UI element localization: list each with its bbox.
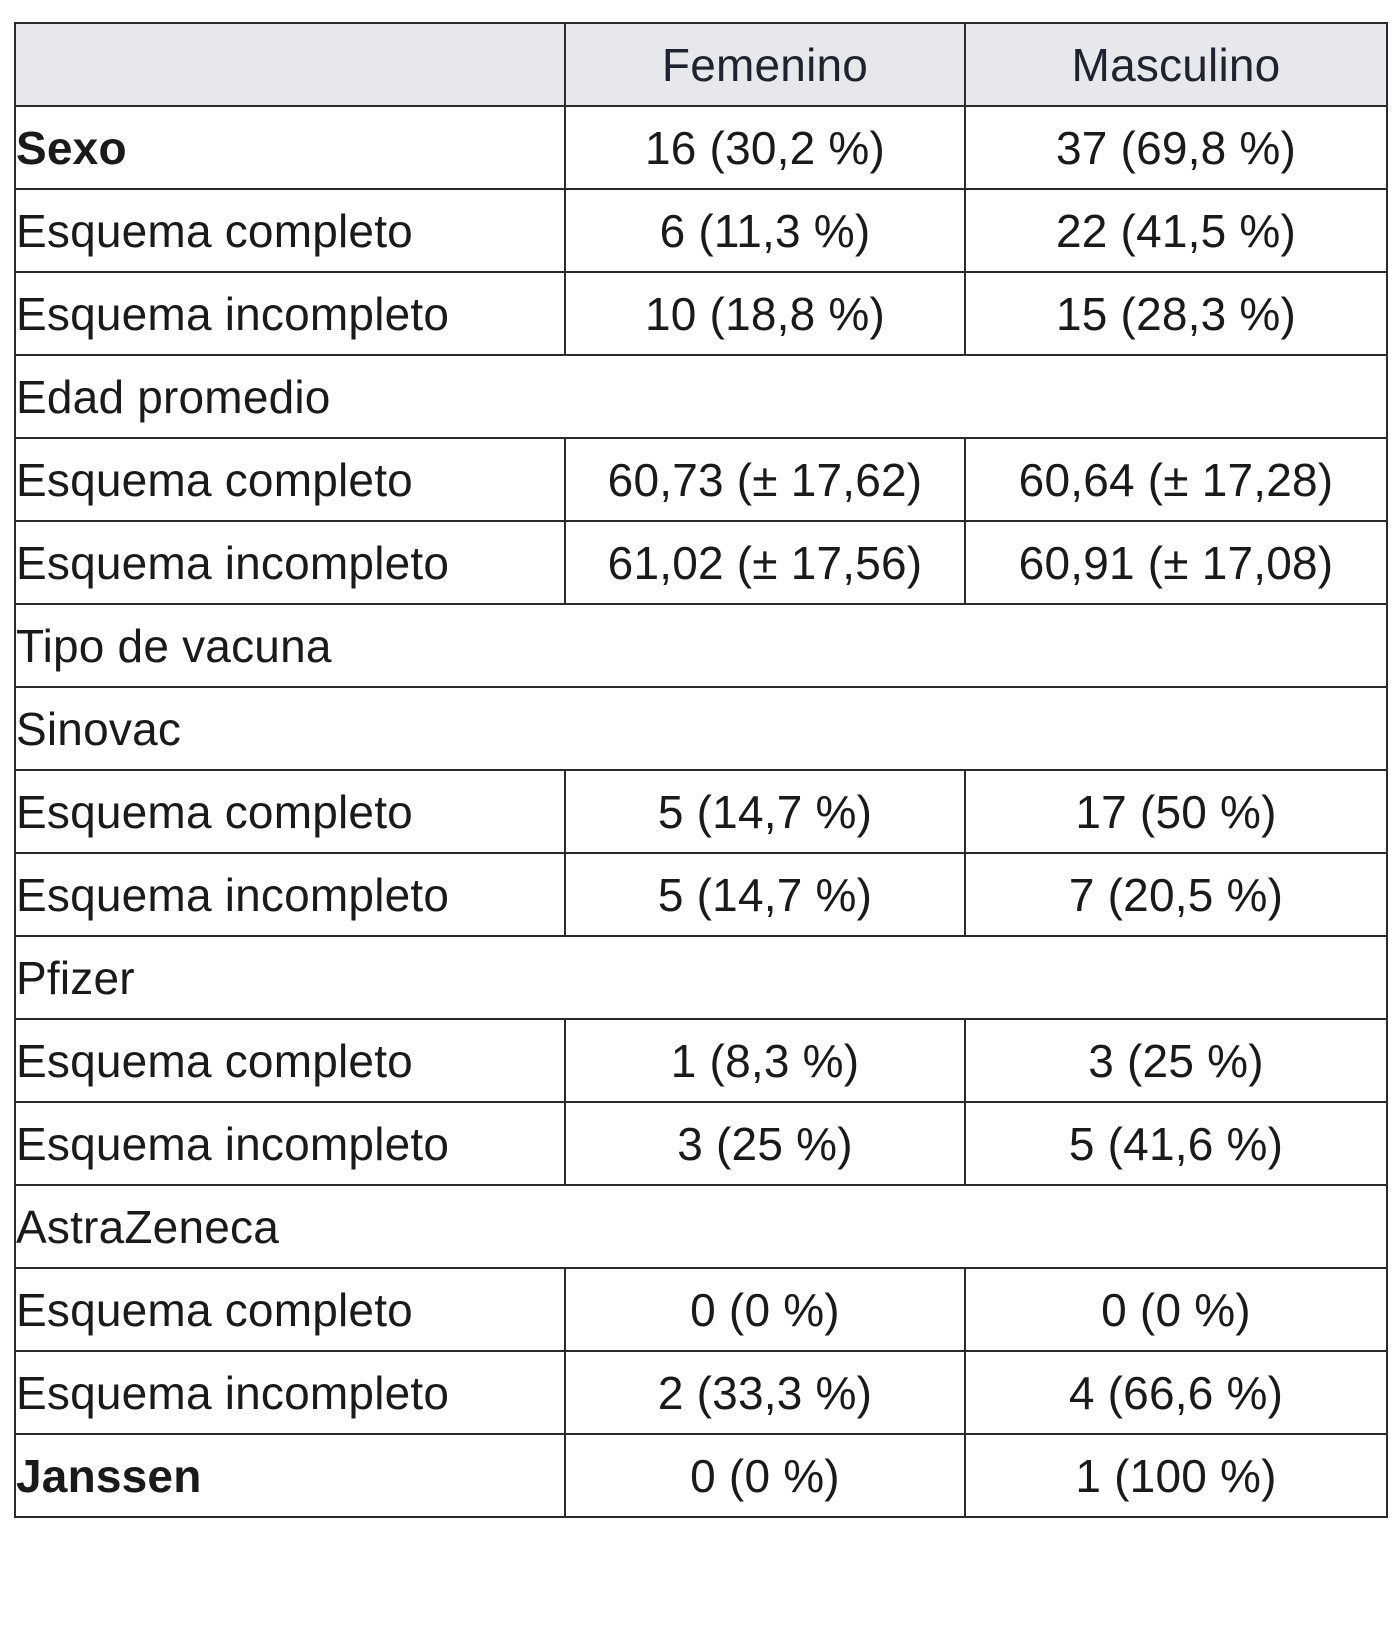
row-label: Esquema completo [14, 769, 566, 854]
table-row: Esquema completo 60,73 (± 17,62) 60,64 (… [14, 437, 1388, 522]
row-label: Janssen [14, 1433, 566, 1518]
section-row-sinovac: Sinovac [14, 686, 1388, 771]
cell-femenino: 6 (11,3 %) [564, 188, 966, 273]
section-label: Sinovac [14, 686, 1388, 771]
cell-masculino: 0 (0 %) [964, 1267, 1388, 1352]
cell-masculino: 60,91 (± 17,08) [964, 520, 1388, 605]
table-body: Sexo 16 (30,2 %) 37 (69,8 %) Esquema com… [14, 105, 1388, 1518]
cell-femenino: 16 (30,2 %) [564, 105, 966, 190]
cell-femenino: 10 (18,8 %) [564, 271, 966, 356]
cell-femenino: 60,73 (± 17,62) [564, 437, 966, 522]
cell-femenino: 61,02 (± 17,56) [564, 520, 966, 605]
row-label: Esquema incompleto [14, 271, 566, 356]
cell-masculino: 60,64 (± 17,28) [964, 437, 1388, 522]
row-label: Esquema incompleto [14, 1350, 566, 1435]
table-row: Esquema incompleto 5 (14,7 %) 7 (20,5 %) [14, 852, 1388, 937]
section-label: Tipo de vacuna [14, 603, 1388, 688]
table-row-janssen: Janssen 0 (0 %) 1 (100 %) [14, 1433, 1388, 1518]
cell-masculino: 5 (41,6 %) [964, 1101, 1388, 1186]
section-row-pfizer: Pfizer [14, 935, 1388, 1020]
section-label: Pfizer [14, 935, 1388, 1020]
table-row: Esquema incompleto 3 (25 %) 5 (41,6 %) [14, 1101, 1388, 1186]
table-row: Esquema completo 6 (11,3 %) 22 (41,5 %) [14, 188, 1388, 273]
cell-masculino: 4 (66,6 %) [964, 1350, 1388, 1435]
cell-masculino: 1 (100 %) [964, 1433, 1388, 1518]
header-row: Femenino Masculino [14, 22, 1388, 107]
row-label: Esquema completo [14, 1267, 566, 1352]
cell-masculino: 15 (28,3 %) [964, 271, 1388, 356]
cell-femenino: 5 (14,7 %) [564, 769, 966, 854]
row-label: Esquema incompleto [14, 520, 566, 605]
table-row-sexo: Sexo 16 (30,2 %) 37 (69,8 %) [14, 105, 1388, 190]
header-masculino: Masculino [964, 22, 1388, 107]
table-row: Esquema incompleto 61,02 (± 17,56) 60,91… [14, 520, 1388, 605]
table-row: Esquema completo 0 (0 %) 0 (0 %) [14, 1267, 1388, 1352]
table-row: Esquema incompleto 2 (33,3 %) 4 (66,6 %) [14, 1350, 1388, 1435]
cell-masculino: 3 (25 %) [964, 1018, 1388, 1103]
section-label: Edad promedio [14, 354, 1388, 439]
header-empty-cell [14, 22, 566, 107]
cell-femenino: 0 (0 %) [564, 1433, 966, 1518]
cell-masculino: 22 (41,5 %) [964, 188, 1388, 273]
cell-masculino: 17 (50 %) [964, 769, 1388, 854]
row-label: Sexo [14, 105, 566, 190]
section-row-tipo-de-vacuna: Tipo de vacuna [14, 603, 1388, 688]
cell-masculino: 7 (20,5 %) [964, 852, 1388, 937]
section-label: AstraZeneca [14, 1184, 1388, 1269]
cell-femenino: 2 (33,3 %) [564, 1350, 966, 1435]
data-table: Femenino Masculino Sexo 16 (30,2 %) 37 (… [14, 22, 1388, 1518]
table-row: Esquema incompleto 10 (18,8 %) 15 (28,3 … [14, 271, 1388, 356]
cell-femenino: 1 (8,3 %) [564, 1018, 966, 1103]
table-row: Esquema completo 5 (14,7 %) 17 (50 %) [14, 769, 1388, 854]
row-label: Esquema completo [14, 1018, 566, 1103]
cell-femenino: 5 (14,7 %) [564, 852, 966, 937]
cell-masculino: 37 (69,8 %) [964, 105, 1388, 190]
row-label: Esquema completo [14, 437, 566, 522]
data-table-container: Femenino Masculino Sexo 16 (30,2 %) 37 (… [14, 22, 1388, 1518]
cell-femenino: 3 (25 %) [564, 1101, 966, 1186]
cell-femenino: 0 (0 %) [564, 1267, 966, 1352]
header-femenino: Femenino [564, 22, 966, 107]
section-row-edad-promedio: Edad promedio [14, 354, 1388, 439]
table-header: Femenino Masculino [14, 22, 1388, 107]
row-label: Esquema incompleto [14, 852, 566, 937]
table-row: Esquema completo 1 (8,3 %) 3 (25 %) [14, 1018, 1388, 1103]
row-label: Esquema completo [14, 188, 566, 273]
section-row-astrazeneca: AstraZeneca [14, 1184, 1388, 1269]
row-label: Esquema incompleto [14, 1101, 566, 1186]
